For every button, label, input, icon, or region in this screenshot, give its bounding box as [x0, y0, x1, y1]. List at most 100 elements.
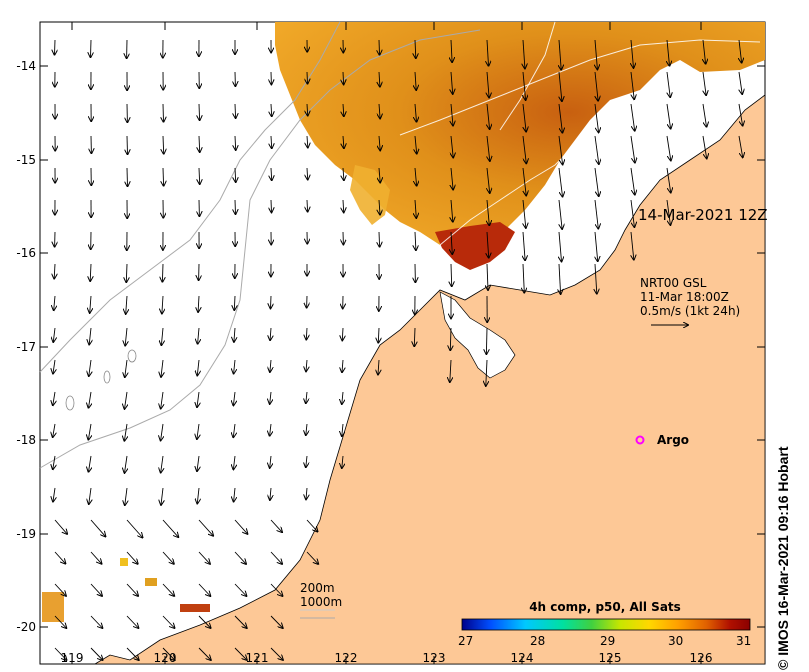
current-arrow — [595, 231, 598, 261]
current-legend-line3: 0.5m/s (1kt 24h) — [640, 304, 741, 318]
current-arrow — [595, 39, 597, 69]
current-arrow — [523, 199, 526, 228]
current-arrow — [161, 423, 163, 440]
king-sound — [439, 291, 516, 379]
current-arrow — [270, 327, 271, 340]
lon-label: 120 — [153, 651, 177, 665]
lat-label: -15 — [16, 153, 36, 167]
current-arrow — [90, 647, 103, 660]
current-arrow — [162, 615, 175, 628]
current-arrow — [487, 39, 489, 66]
current-arrow — [235, 167, 236, 182]
current-arrow — [270, 615, 283, 628]
current-arrow — [451, 167, 453, 190]
lon-label: 124 — [510, 651, 534, 665]
current-arrow — [703, 71, 706, 95]
current-arrow — [271, 199, 272, 212]
current-arrow — [162, 295, 163, 314]
current-arrow — [125, 455, 128, 473]
current-arrow — [415, 167, 417, 186]
current-arrow — [89, 391, 92, 408]
current-arrow — [702, 135, 707, 158]
current-arrow — [126, 295, 127, 314]
colorbar-tick: 27 — [458, 634, 474, 648]
island — [103, 370, 111, 384]
current-arrow — [90, 295, 91, 313]
current-arrow — [307, 103, 308, 116]
current-arrow — [415, 103, 417, 122]
current-arrow — [233, 455, 235, 469]
current-arrow — [235, 135, 236, 150]
lat-label: -17 — [16, 340, 36, 354]
current-arrow — [739, 39, 742, 63]
current-arrow — [233, 423, 235, 437]
current-arrow — [125, 359, 127, 377]
current-arrow — [54, 615, 66, 628]
current-arrow — [594, 199, 598, 229]
current-arrow — [594, 167, 599, 196]
current-arrow — [631, 39, 634, 68]
current-arrow — [522, 167, 526, 195]
current-arrow — [270, 455, 271, 468]
current-arrow — [630, 103, 635, 131]
current-arrow — [53, 327, 55, 342]
current-arrow — [343, 199, 344, 212]
current-arrow — [161, 327, 163, 345]
current-arrow — [343, 167, 344, 180]
contour-sst — [439, 149, 571, 246]
bathymetry-200m-label: 200m — [300, 581, 335, 595]
current-arrow — [450, 359, 451, 382]
current-arrow — [486, 327, 487, 354]
current-arrow — [523, 39, 525, 68]
current-arrow — [487, 135, 490, 161]
current-arrow — [197, 391, 199, 407]
current-arrow — [558, 135, 563, 164]
current-arrow — [126, 583, 138, 596]
current-arrow — [270, 647, 283, 660]
current-arrow — [666, 135, 671, 160]
current-arrow — [666, 71, 670, 97]
current-arrow — [342, 455, 343, 468]
current-arrow — [233, 391, 235, 405]
current-arrow — [451, 39, 452, 62]
lat-label: -18 — [16, 433, 36, 447]
current-arrow — [161, 359, 163, 377]
current-arrow — [163, 135, 164, 154]
current-arrow — [271, 135, 272, 148]
current-arrow — [270, 487, 271, 500]
colorbar-title: 4h comp, p50, All Sats — [529, 600, 681, 614]
current-arrow — [53, 359, 55, 374]
current-arrow — [378, 327, 379, 343]
colorbar-tick: 30 — [668, 634, 684, 648]
land-australia — [93, 60, 766, 665]
current-arrow — [559, 231, 562, 261]
current-arrow — [415, 39, 416, 58]
current-arrow — [415, 135, 417, 154]
current-arrow — [90, 615, 102, 628]
current-arrow — [198, 551, 210, 564]
sst-speck — [180, 604, 210, 612]
colorbar — [461, 618, 751, 631]
current-arrow — [199, 167, 200, 184]
current-arrow — [54, 551, 65, 564]
current-arrow — [739, 71, 742, 94]
current-arrow — [89, 487, 91, 504]
sst-speck — [42, 592, 64, 622]
current-arrow — [306, 391, 307, 403]
lat-label: -16 — [16, 246, 36, 260]
current-arrow — [235, 103, 236, 118]
current-arrow — [89, 327, 91, 344]
current-arrow — [666, 199, 670, 225]
current-arrow — [126, 551, 138, 564]
current-arrow — [270, 551, 282, 564]
current-arrow — [54, 295, 55, 310]
current-arrow — [126, 647, 139, 660]
current-arrow — [738, 103, 743, 126]
island — [65, 395, 75, 411]
current-arrow — [306, 359, 307, 371]
current-arrow — [234, 295, 235, 310]
current-arrow — [306, 455, 307, 467]
current-arrow — [343, 103, 344, 116]
current-arrow — [161, 455, 163, 473]
colorbar-tick: 29 — [600, 634, 616, 648]
